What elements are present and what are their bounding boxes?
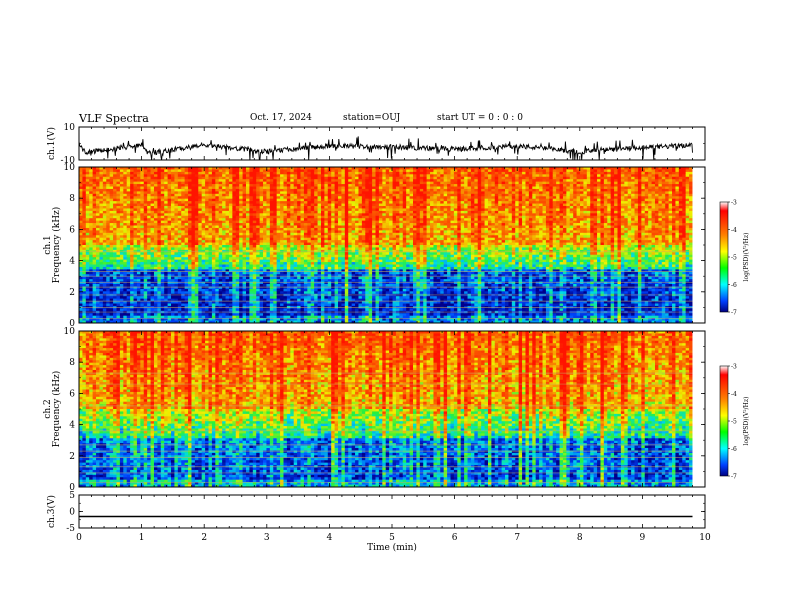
- y-tick-label: 0: [69, 508, 75, 518]
- x-tick-label: 4: [327, 533, 333, 543]
- y-axis-label: ch.1(V): [46, 127, 57, 160]
- y-tick-label: 8: [69, 358, 75, 368]
- x-tick-label: 3: [264, 533, 270, 543]
- colorbar-tick-label: -4: [731, 227, 737, 234]
- colorbar-tick-label: -6: [731, 446, 737, 453]
- spectrogram-ch2-spectrogram: [79, 331, 705, 487]
- y-tick-label: 8: [69, 194, 75, 204]
- colorbar-tick-label: -7: [731, 310, 737, 317]
- y-axis-label: Frequency (kHz): [51, 371, 62, 448]
- y-tick-label: 4: [69, 421, 75, 431]
- x-tick-label: 6: [452, 533, 458, 543]
- x-tick-label: 5: [389, 533, 395, 543]
- colorbar-label: log(PSD)(V²/Hz): [743, 397, 750, 446]
- y-tick-label: 10: [64, 327, 76, 337]
- colorbar: [720, 366, 728, 476]
- x-axis-label: Time (min): [367, 542, 417, 553]
- y-tick-label: -5: [66, 524, 75, 534]
- y-tick-label: 10: [64, 163, 76, 173]
- colorbar-tick-label: -7: [731, 474, 737, 481]
- colorbar: [720, 202, 728, 312]
- colorbar-tick-label: -3: [731, 364, 737, 371]
- waveform-line: [79, 136, 693, 160]
- y-tick-label: 6: [69, 225, 75, 235]
- waveform-ch1-waveform: [79, 136, 693, 160]
- x-tick-label: 2: [201, 533, 207, 543]
- y-tick-label: 2: [69, 452, 75, 462]
- y-axis-label: ch.3(V): [46, 495, 57, 528]
- colorbar-tick-label: -5: [731, 419, 737, 426]
- y-axis-label: Frequency (kHz): [51, 207, 62, 284]
- y-tick-label: 10: [64, 123, 76, 133]
- panel-frame-ch3-waveform: [79, 495, 705, 528]
- x-tick-label: 8: [577, 533, 583, 543]
- colorbar-tick-label: -4: [731, 391, 737, 398]
- colorbar-tick-label: -6: [731, 282, 737, 289]
- colorbar-tick-label: -5: [731, 255, 737, 262]
- y-tick-label: 5: [69, 491, 75, 501]
- spectrogram-ch1-spectrogram: [79, 167, 705, 323]
- x-tick-label: 9: [640, 533, 646, 543]
- y-tick-label: 2: [69, 288, 75, 298]
- colorbar-label: log(PSD)(V²/Hz): [743, 233, 750, 282]
- colorbar-tick-label: -3: [731, 200, 737, 207]
- x-tick-label: 7: [514, 533, 520, 543]
- y-tick-label: 4: [69, 257, 75, 267]
- x-tick-label: 1: [139, 533, 145, 543]
- x-tick-label: 0: [76, 533, 82, 543]
- y-tick-label: 6: [69, 389, 75, 399]
- x-tick-label: 10: [699, 533, 711, 543]
